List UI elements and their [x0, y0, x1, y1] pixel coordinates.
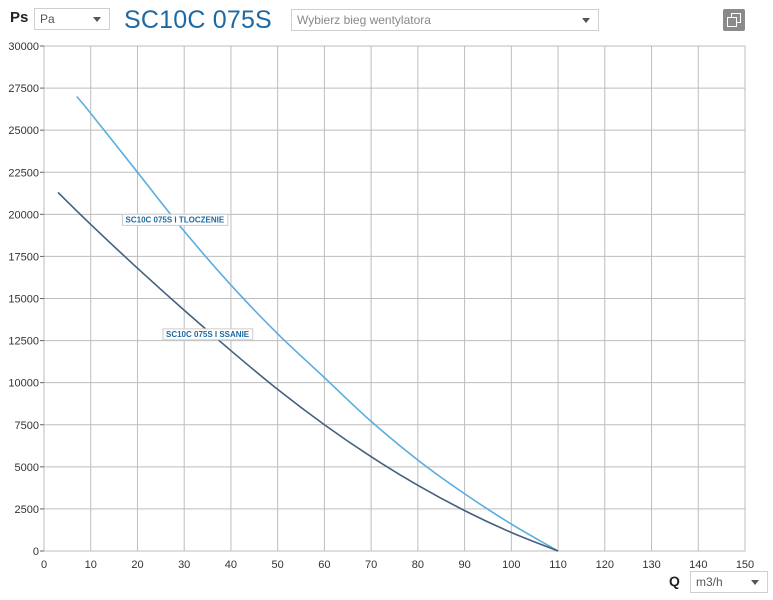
x-tick-label: 100	[502, 559, 520, 571]
series-label-tloczenie: SC10C 075S I TLOCZENIE	[122, 213, 229, 226]
y-tick-label: 30000	[8, 41, 39, 53]
series-line-ssanie	[57, 191, 559, 552]
fan-speed-placeholder: Wybierz bieg wentylatora	[297, 13, 431, 27]
chart-series-labels: SC10C 075S I TLOCZENIE SC10C 075S I SSANI…	[122, 213, 254, 341]
y-tick-label: 2500	[15, 504, 39, 516]
x-tick-label: 40	[225, 559, 237, 571]
y-tick-label: 15000	[8, 294, 39, 306]
x-tick-label: 0	[41, 559, 47, 571]
series-line-tloczenie	[76, 95, 559, 552]
fan-speed-select[interactable]: Wybierz bieg wentylatora	[291, 9, 599, 31]
x-tick-label: 70	[365, 559, 377, 571]
x-tick-label: 30	[178, 559, 190, 571]
copy-icon-front	[727, 17, 737, 27]
x-tick-label: 20	[131, 559, 143, 571]
x-tick-label: 10	[85, 559, 97, 571]
x-axis-symbol: Q	[669, 573, 680, 589]
y-tick-label: 20000	[8, 209, 39, 221]
model-title: SC10C 075S	[124, 6, 272, 34]
chart-grid	[43, 45, 746, 552]
chevron-down-icon	[93, 17, 101, 22]
x-tick-label: 90	[458, 559, 470, 571]
y-tick-label: 7500	[15, 420, 39, 432]
x-tick-label: 120	[596, 559, 614, 571]
chart-series	[57, 95, 559, 552]
chevron-down-icon	[751, 580, 759, 585]
y-tick-label: 25000	[8, 125, 39, 137]
series-label-ssanie: SC10C 075S I SSANIE	[162, 328, 254, 341]
y-unit-value: Pa	[40, 12, 55, 26]
series-label-box	[162, 328, 254, 341]
x-tick-label: 80	[412, 559, 424, 571]
chart-axes: 0 10 20 30 40 50 60 70 80 90 100 110 120 130 140 150 0 25…	[8, 41, 754, 571]
y-tick-label: 5000	[15, 462, 39, 474]
y-tick-label: 27500	[8, 83, 39, 95]
series-label-text: SC10C 075S I TLOCZENIE	[126, 215, 225, 224]
x-unit-value: m3/h	[696, 575, 723, 589]
series-label-box	[122, 213, 229, 226]
chevron-down-icon	[582, 18, 590, 23]
y-tick-label: 22500	[8, 167, 39, 179]
x-tick-label: 110	[549, 559, 567, 571]
y-axis-symbol: Ps	[10, 9, 29, 26]
x-tick-label: 150	[736, 559, 754, 571]
y-unit-select[interactable]: Pa	[34, 8, 110, 30]
y-tick-label: 12500	[8, 336, 39, 348]
x-tick-label: 130	[642, 559, 660, 571]
x-tick-label: 140	[689, 559, 707, 571]
y-tick-label: 10000	[8, 378, 39, 390]
x-tick-label: 50	[272, 559, 284, 571]
copy-button[interactable]	[723, 9, 745, 31]
y-tick-label: 0	[33, 546, 39, 558]
series-label-text: SC10C 075S I SSANIE	[166, 330, 250, 339]
x-unit-select[interactable]: m3/h	[690, 571, 768, 593]
y-tick-label: 17500	[8, 251, 39, 263]
x-tick-label: 60	[318, 559, 330, 571]
